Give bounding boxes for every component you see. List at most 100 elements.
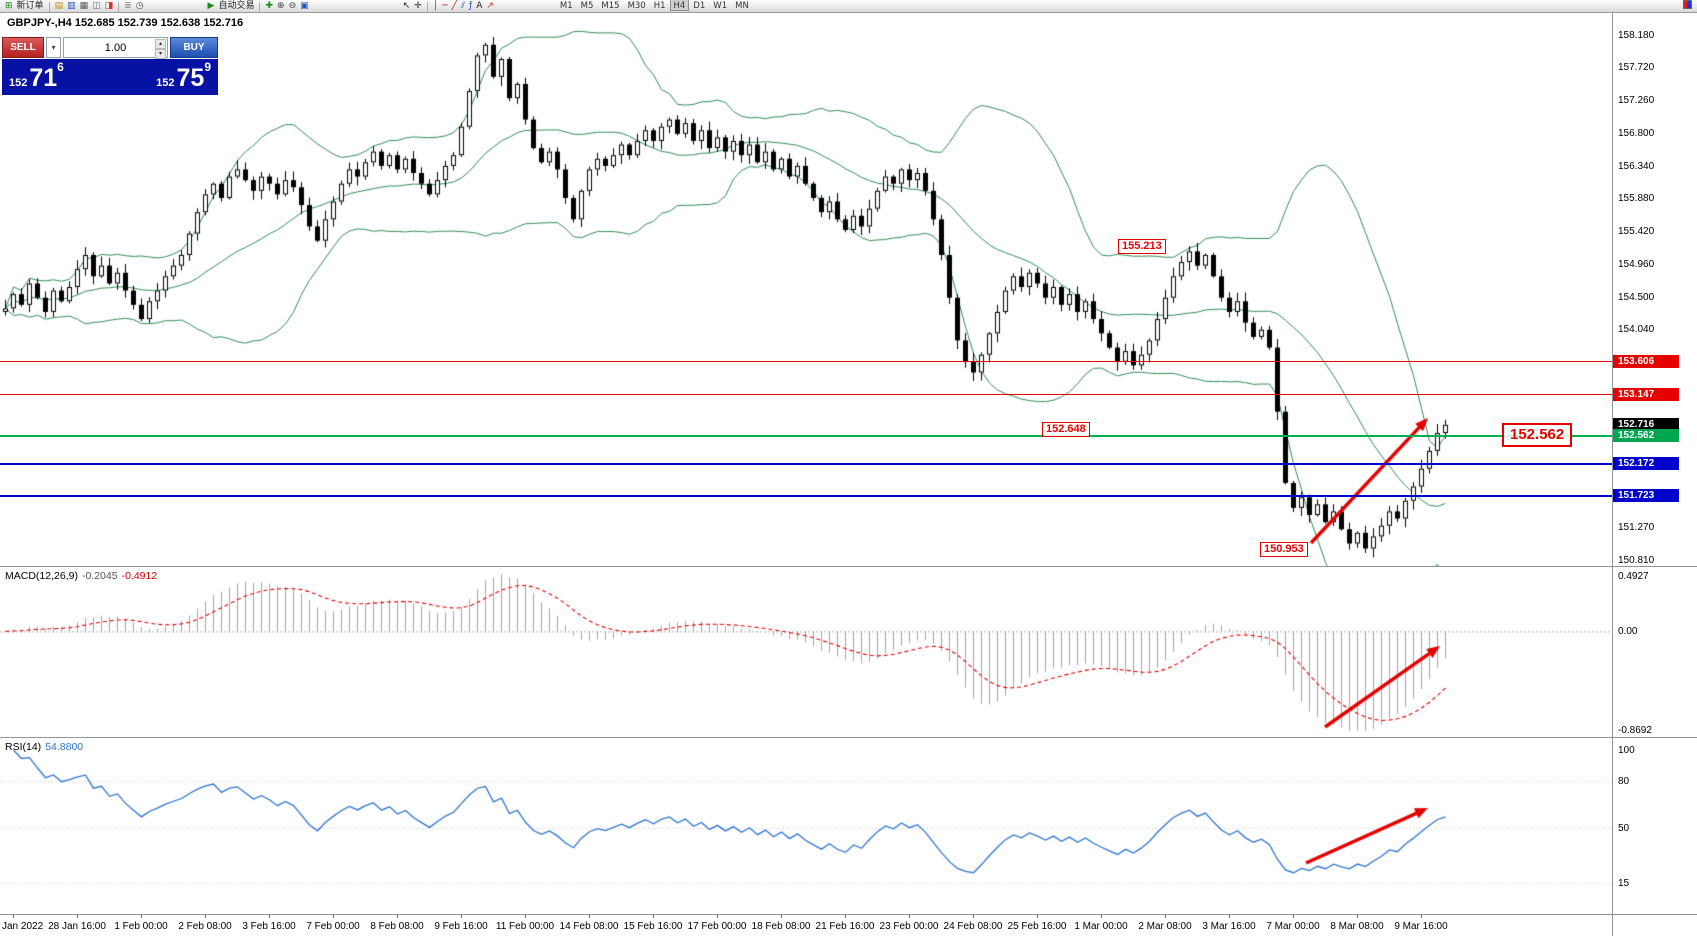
time-axis-label: 3 Mar 16:00 (1202, 921, 1256, 932)
cursor-icon[interactable]: ↖ (402, 1, 411, 11)
time-axis-tick (973, 915, 974, 918)
trendline-icon[interactable]: ╱ (451, 1, 457, 11)
timeframe-h4[interactable]: H4 (669, 0, 690, 11)
chart-mode-icon[interactable] (1681, 0, 1694, 12)
time-axis-label: 9 Mar 16:00 (1394, 921, 1448, 932)
rsi-axis-label: 15 (1618, 877, 1630, 889)
indicators-icon[interactable]: ✚ (265, 1, 274, 11)
crosshair-icon[interactable]: ✛ (414, 1, 422, 11)
zoom-in-icon[interactable]: ⊕ (277, 1, 285, 11)
time-axis-tick (781, 915, 782, 918)
time-axis-tick (205, 915, 206, 918)
price-note-big[interactable]: 152.562 (1502, 423, 1573, 447)
time-axis-label: 24 Feb 08:00 (943, 921, 1003, 932)
text-label-icon[interactable]: A (476, 1, 483, 11)
zoom-out-icon[interactable]: ⊖ (288, 1, 297, 11)
volume-dropdown[interactable]: ▾ (46, 37, 61, 58)
price-axis-label: 154.960 (1618, 258, 1655, 270)
arrow-object-icon[interactable]: ↗ (486, 1, 494, 11)
bid-price: 152716 (9, 60, 64, 91)
time-axis-tick (909, 915, 910, 918)
timeframe-m1[interactable]: M1 (559, 1, 573, 11)
time-axis-tick (333, 915, 334, 918)
price-line-tag: 151.723 (1613, 489, 1679, 503)
timeframe-d1[interactable]: D1 (693, 1, 706, 11)
buy-button[interactable]: BUY (170, 37, 218, 58)
rsi-axis-label: 50 (1618, 823, 1630, 834)
profiles-icon[interactable]: ≣ (124, 1, 132, 11)
time-axis-tick (77, 915, 78, 918)
horizontal-line-icon[interactable]: ─ (442, 1, 448, 11)
panel-separator[interactable] (0, 737, 1697, 738)
tile-windows-icon[interactable]: ▣ (300, 1, 309, 11)
rsi-chart-canvas[interactable] (0, 738, 1612, 915)
macd-name: MACD(12,26,9) (5, 570, 78, 582)
fibonacci-icon[interactable]: ƒ (469, 1, 473, 11)
ask-price: 152759 (156, 60, 211, 92)
toolbar-separator (48, 2, 50, 12)
time-axis-label: 7 Feb 00:00 (306, 921, 360, 932)
new-order-button[interactable]: 新订单 (16, 1, 44, 11)
price-axis-label: 156.340 (1618, 160, 1655, 172)
timeframe-m30[interactable]: M30 (627, 1, 646, 11)
time-axis-label: 25 Feb 16:00 (1007, 921, 1067, 932)
time-axis-tick (589, 915, 590, 918)
autotrade-button[interactable]: 自动交易 (218, 1, 255, 11)
panel-separator[interactable] (0, 566, 1697, 567)
time-axis-label: 15 Feb 16:00 (623, 921, 683, 932)
macd-signal-value: -0.4912 (121, 570, 158, 582)
price-axis-label: 150.810 (1618, 554, 1655, 566)
clock-icon[interactable]: ◷ (135, 1, 144, 11)
rsi-axis-label: 100 (1618, 745, 1635, 756)
timeframe-w1[interactable]: W1 (713, 1, 728, 11)
timeframe-m15[interactable]: M15 (601, 1, 620, 11)
time-axis-label: 11 Feb 00:00 (495, 921, 555, 932)
price-note[interactable]: 155.213 (1118, 239, 1166, 254)
navigator-icon[interactable]: ▥ (67, 1, 76, 11)
vertical-line-icon[interactable]: │ (432, 1, 439, 11)
timeframe-m5[interactable]: M5 (580, 1, 594, 11)
timeframe-mn[interactable]: MN (735, 1, 749, 11)
sell-button[interactable]: SELL (2, 37, 44, 58)
macd-chart-canvas[interactable] (0, 567, 1612, 738)
ask-pips: 75 (176, 64, 205, 92)
new-chart-icon[interactable]: ◨ (104, 1, 114, 11)
time-axis-tick (1229, 915, 1230, 918)
time-axis-tick (1037, 915, 1038, 918)
time-axis-tick (1357, 915, 1358, 918)
time-axis-label: 28 Jan 16:00 (48, 921, 106, 932)
terminal-icon[interactable]: ▦ (79, 1, 89, 11)
price-note[interactable]: 152.648 (1042, 422, 1090, 437)
price-axis[interactable]: 158.180 157.720 157.260 156.800 156.340 155.8… (1612, 13, 1697, 915)
price-axis-label: 155.880 (1618, 193, 1655, 205)
price-line-tag: 152.172 (1613, 457, 1679, 471)
time-axis-label: 17 Feb 00:00 (687, 921, 747, 932)
panel-separator[interactable] (0, 914, 1697, 915)
timeframe-h1[interactable]: H1 (653, 1, 666, 11)
ask-whole: 152 (156, 77, 175, 89)
price-axis-label: 154.500 (1618, 291, 1655, 303)
time-axis-label: Jan 2022 (2, 921, 44, 932)
new-order-icon[interactable]: ⊞ (5, 1, 13, 11)
one-click-trade-panel: SELL ▾ 1.00 ▴ ▾ BUY 152716 152759 (2, 37, 218, 95)
candlestick-chart-canvas[interactable] (0, 13, 1612, 567)
rsi-panel: RSI(14) 54.8800 (0, 738, 1697, 915)
market-watch-icon[interactable]: ▤ (54, 1, 64, 11)
chart-mode-glyph (1683, 0, 1692, 9)
chart-annotations-layer: 155.213 152.648 150.953 152.562 (0, 13, 1612, 567)
volume-input[interactable]: 1.00 ▴ ▾ (63, 37, 168, 59)
strategy-tester-icon[interactable]: ◫ (92, 1, 101, 11)
time-axis[interactable]: Jan 2022 28 Jan 16:00 1 Feb 00:00 2 Feb 08:… (0, 915, 1697, 936)
time-axis-label: 1 Feb 00:00 (114, 921, 168, 932)
spin-up-icon[interactable]: ▴ (155, 39, 166, 49)
axis-separator[interactable] (1612, 13, 1613, 936)
price-note[interactable]: 150.953 (1260, 542, 1308, 557)
time-axis-label: 1 Mar 00:00 (1074, 921, 1128, 932)
channel-icon[interactable]: ⫽ (461, 1, 466, 11)
bid-point: 6 (57, 59, 64, 74)
volume-stepper[interactable]: ▴ ▾ (155, 39, 166, 59)
rsi-axis-label: 80 (1618, 776, 1630, 788)
spin-down-icon[interactable]: ▾ (155, 49, 166, 59)
time-axis-label: 7 Mar 00:00 (1266, 921, 1320, 932)
price-axis-label: 154.040 (1618, 324, 1655, 336)
